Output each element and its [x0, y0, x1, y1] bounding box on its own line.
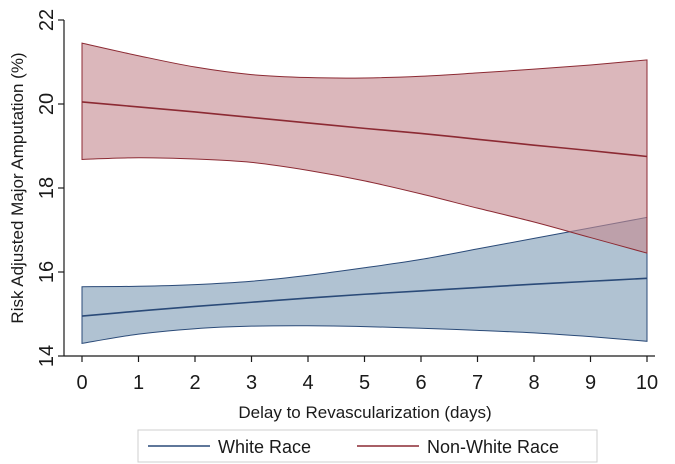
y-tick-label: 16: [36, 261, 58, 283]
white-race-line: [81, 277, 648, 317]
legend-label-white-race: White Race: [218, 437, 311, 457]
non-white-race-ci-band: [81, 42, 648, 254]
x-ticks: 0 1 2 3 4 5 6 7 8 9 10: [76, 356, 658, 394]
white-race-ci-band: [81, 216, 648, 344]
y-tick-label: 14: [36, 345, 58, 367]
x-tick-label: 6: [415, 372, 426, 394]
x-tick-label: 0: [76, 372, 87, 394]
confidence-bands: [81, 42, 648, 344]
y-axis-label: Risk Adjusted Major Amputation (%): [8, 52, 27, 323]
series-lines: [81, 101, 648, 317]
x-tick-label: 9: [585, 372, 596, 394]
y-tick-label: 20: [36, 93, 58, 115]
x-tick-label: 5: [359, 372, 370, 394]
x-tick-label: 4: [302, 372, 313, 394]
x-tick-label: 8: [528, 372, 539, 394]
x-tick-label: 1: [133, 372, 144, 394]
non-white-race-line: [81, 101, 648, 158]
legend-label-non-white-race: Non-White Race: [427, 437, 559, 457]
y-tick-label: 18: [36, 177, 58, 199]
y-tick-label: 22: [36, 9, 58, 31]
x-tick-label: 3: [246, 372, 257, 394]
x-axis-label: Delay to Revascularization (days): [238, 403, 491, 422]
x-tick-label: 10: [636, 372, 658, 394]
x-tick-label: 7: [472, 372, 483, 394]
y-ticks: 14 16 18 20 22: [36, 9, 64, 367]
x-tick-label: 2: [189, 372, 200, 394]
legend: White Race Non-White Race: [137, 429, 598, 463]
